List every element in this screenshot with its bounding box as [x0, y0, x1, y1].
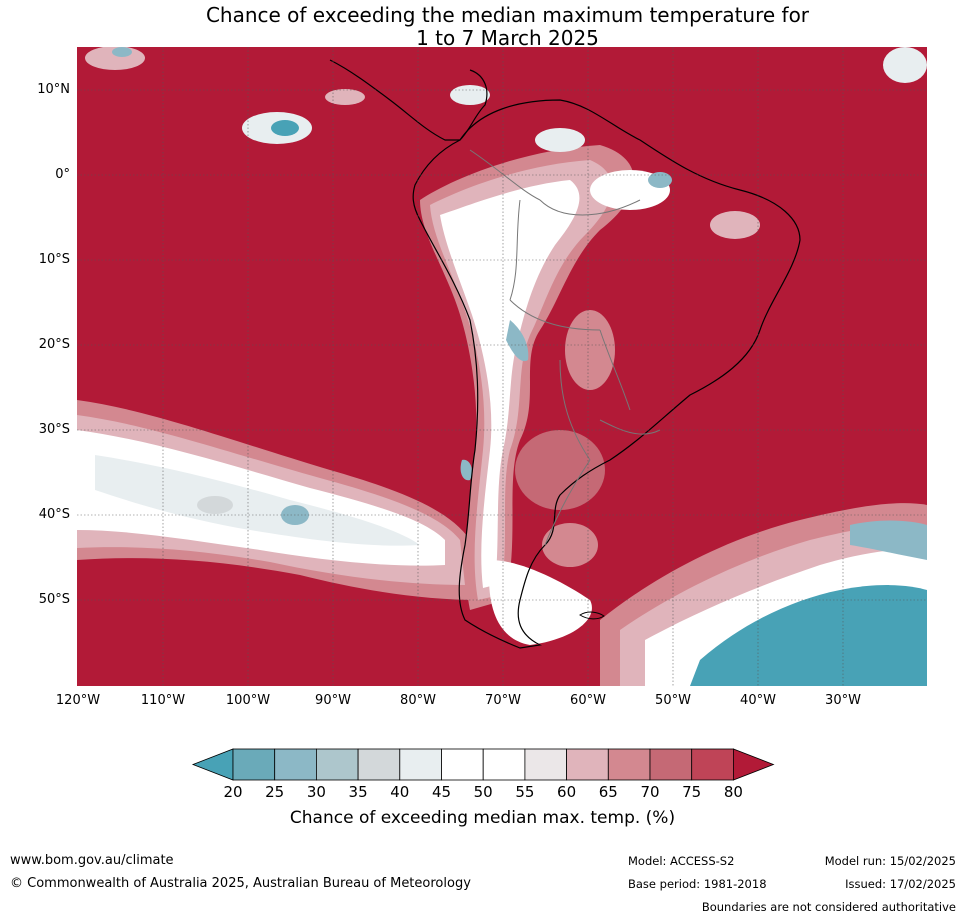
lon-label-50w: 50°W	[655, 693, 691, 708]
lat-label-40s: 40°S	[38, 507, 70, 522]
colorbar-bin	[274, 748, 317, 781]
amazon-patch-2	[648, 172, 672, 188]
andes-teal-strip	[506, 320, 529, 362]
colorbar-tick-label: 65	[598, 783, 618, 801]
footer-base-period: Base period: 1981-2018	[628, 877, 767, 891]
lon-label-90w: 90°W	[315, 693, 351, 708]
colorbar-tick-label: 55	[515, 783, 535, 801]
amazon-patch-4	[710, 211, 760, 239]
lon-label-120w: 120°W	[55, 693, 101, 708]
title-line-2: 1 to 7 March 2025	[416, 26, 599, 50]
colorbar-tick-label: 60	[557, 783, 577, 801]
lat-label-0: 0°	[55, 167, 70, 182]
central-america-coastline	[329, 59, 488, 141]
pacific-band-grey	[95, 455, 420, 546]
lon-label-100w: 100°W	[225, 693, 271, 708]
colorbar-bin	[357, 748, 401, 781]
northwest-teal	[112, 47, 132, 57]
falklands	[579, 611, 605, 620]
argentina-patch	[542, 523, 598, 567]
northeast-patch	[883, 47, 927, 83]
andes-band-white	[440, 180, 580, 588]
pacific-grey-patch	[197, 496, 233, 514]
colorbar-bin	[524, 748, 568, 781]
colorbar-bin	[399, 748, 442, 781]
colorbar-extend-low	[191, 748, 234, 781]
footer-disclaimer: Boundaries are not considered authoritat…	[701, 900, 956, 914]
colorbar-bin	[232, 748, 276, 781]
south-america-coastline	[412, 99, 801, 649]
colorbar-tick-label: 50	[473, 783, 493, 801]
brazil-patch	[565, 310, 615, 390]
north-pacific-patch-2	[325, 89, 365, 105]
country-borders	[469, 149, 661, 546]
colorbar-tick-label: 75	[682, 783, 702, 801]
lon-label-60w: 60°W	[570, 693, 606, 708]
colorbar-tick-label: 20	[223, 783, 243, 801]
graticule	[77, 47, 927, 686]
pampas-patch	[515, 430, 605, 510]
lat-label-50s: 50°S	[38, 592, 70, 607]
colorbar-tick-label: 30	[306, 783, 326, 801]
footer-copyright: © Commonwealth of Australia 2025, Austra…	[10, 876, 471, 891]
colorbar-bin	[691, 748, 734, 781]
southern-patagonia-white	[489, 560, 592, 645]
atlantic-teal	[690, 585, 927, 686]
lat-label-20s: 20°S	[38, 337, 70, 352]
amazon-patch-3	[535, 128, 585, 152]
footer-url[interactable]: www.bom.gov.au/climate	[10, 853, 174, 868]
footer-model: Model: ACCESS-S2	[628, 854, 735, 868]
lat-label-30s: 30°S	[38, 422, 70, 437]
lon-label-70w: 70°W	[485, 693, 521, 708]
colorbar-tick-label: 80	[723, 783, 743, 801]
footer-model-run: Model run: 15/02/2025	[824, 854, 956, 868]
footer-issued: Issued: 17/02/2025	[845, 877, 956, 891]
colorbar-tick-label: 25	[265, 783, 285, 801]
lat-label-10n: 10°N	[37, 82, 70, 97]
colorbar-tick-label: 35	[348, 783, 368, 801]
colorbar-bin	[566, 748, 609, 781]
title-line-1: Chance of exceeding the median maximum t…	[205, 3, 810, 27]
colorbar-bin	[649, 748, 693, 781]
colorbar-tick-label: 45	[431, 783, 452, 801]
colorbar-label: Chance of exceeding median max. temp. (%…	[289, 808, 676, 828]
colorbar-extend-high	[733, 748, 775, 781]
north-pacific-teal	[271, 120, 299, 136]
south-teal-small	[460, 459, 473, 481]
lat-label-10s: 10°S	[38, 252, 70, 267]
lon-label-30w: 30°W	[825, 693, 861, 708]
lon-label-80w: 80°W	[400, 693, 436, 708]
colorbar-tick-label: 70	[640, 783, 660, 801]
colorbar-bin	[315, 748, 359, 781]
colorbar-bin	[441, 748, 484, 781]
colorbar-bin	[482, 748, 526, 781]
map-title: Chance of exceeding the median maximum t…	[0, 4, 965, 50]
colorbar-bin	[607, 748, 651, 781]
atlantic-teal-light	[850, 520, 927, 560]
colorbar-tick-label: 40	[390, 783, 410, 801]
lon-label-110w: 110°W	[140, 693, 186, 708]
lon-label-40w: 40°W	[740, 693, 776, 708]
